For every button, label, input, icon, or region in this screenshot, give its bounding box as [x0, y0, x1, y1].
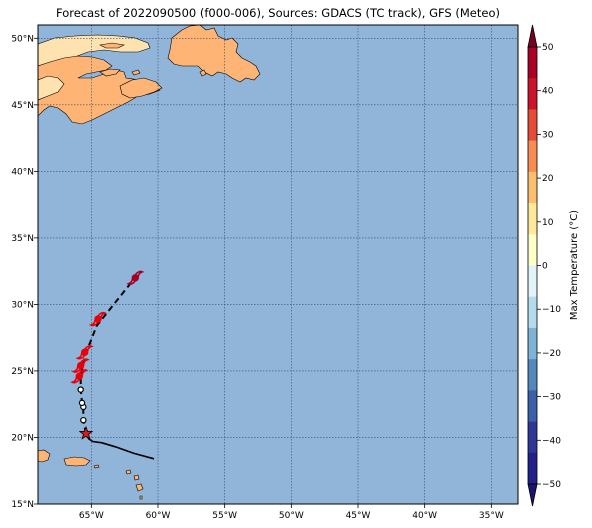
colorbar-tick-label: 0 — [542, 262, 548, 272]
colorbar-tick-label: 10 — [542, 218, 554, 228]
lat-tick-label: 20°N — [11, 433, 34, 443]
colorbar-segment — [528, 109, 537, 141]
colorbar-segment — [528, 140, 537, 173]
land-antigua — [133, 474, 140, 481]
land-cape-breton — [119, 77, 163, 99]
track-point-marker — [78, 399, 86, 407]
lat-axis: 15°N 20°N 25°N 30°N 35°N 40°N 45°N 50°N — [11, 34, 38, 510]
lon-tick-label: 65°W — [79, 511, 104, 521]
lat-tick-label: 45°N — [11, 101, 34, 111]
colorbar-segment — [528, 234, 537, 266]
colorbar: 50 40 30 20 10 0 −10 −20 −30 −40 −50 — [527, 24, 561, 507]
colorbar-segment — [528, 296, 537, 329]
lon-tick-label: 60°W — [146, 511, 171, 521]
colorbar-tick-label: 30 — [542, 130, 554, 140]
land-dominica — [139, 495, 143, 500]
map-title: Forecast of 2022090500 (f000-006), Sourc… — [56, 6, 500, 20]
colorbar-label: Max Temperature (°C) — [569, 210, 580, 320]
lon-tick-label: 55°W — [212, 511, 237, 521]
land-pei — [99, 68, 121, 77]
land-puerto-rico — [63, 456, 91, 467]
colorbar-tick-label: 50 — [542, 43, 554, 53]
land-magdalen — [131, 69, 141, 76]
storm-symbol-icon — [70, 369, 89, 384]
colorbar-tick-label: −30 — [542, 393, 561, 403]
colorbar-tick-label: −10 — [542, 305, 561, 315]
lon-tick-label: 40°W — [412, 511, 437, 521]
colorbar-segment — [528, 47, 537, 79]
lon-tick-label: 35°W — [479, 511, 504, 521]
lon-tick-label: 45°W — [346, 511, 371, 521]
land-anguilla — [125, 469, 132, 475]
lat-tick-label: 50°N — [11, 34, 34, 44]
lat-tick-label: 30°N — [11, 300, 34, 310]
lat-tick-label: 15°N — [11, 500, 34, 510]
lon-tick-label: 50°W — [279, 511, 304, 521]
track-point-marker — [80, 416, 87, 424]
storm-symbol-icon — [71, 358, 90, 373]
tc-track — [70, 270, 155, 460]
forecast-track-line — [79, 278, 135, 434]
past-track-line — [85, 433, 155, 460]
track-point-marker — [77, 386, 84, 393]
colorbar-segment — [528, 327, 537, 360]
colorbar-tick-label: −50 — [542, 480, 561, 490]
colorbar-segment — [528, 171, 537, 204]
colorbar-segment — [528, 359, 537, 391]
colorbar-segment — [528, 265, 537, 298]
landmasses — [38, 25, 261, 500]
land-hispaniola-tip — [38, 449, 51, 463]
land-guadeloupe — [135, 483, 144, 492]
land-anticosti — [99, 42, 125, 49]
current-position-star-icon — [78, 425, 94, 440]
gridlines — [38, 25, 518, 505]
colorbar-segment — [528, 421, 537, 454]
lon-axis: 65°W 60°W 55°W 50°W 45°W 40°W 35°W — [79, 504, 504, 521]
storm-symbol-icon — [126, 270, 145, 285]
colorbar-segment — [528, 203, 537, 235]
colorbar-segment — [528, 452, 537, 485]
colorbar-tick-label: −40 — [542, 436, 561, 446]
colorbar-segment — [528, 390, 537, 422]
lat-tick-label: 25°N — [11, 367, 34, 377]
colorbar-segment — [528, 78, 537, 110]
colorbar-extend-bottom — [527, 483, 538, 507]
land-nova-scotia-cool — [38, 75, 65, 101]
colorbar-tick-label: 20 — [542, 174, 554, 184]
colorbar-extend-top — [527, 24, 538, 48]
storm-symbol-icon — [75, 345, 94, 360]
map-frame — [37, 24, 519, 505]
land-newfoundland — [167, 25, 261, 83]
storm-symbol-icon — [88, 311, 108, 327]
colorbar-tick-label: −20 — [542, 349, 561, 359]
land-st-pierre — [199, 69, 207, 77]
lat-tick-label: 40°N — [11, 167, 34, 177]
lat-tick-label: 35°N — [11, 234, 34, 244]
colorbar-tick-label: 40 — [542, 87, 554, 97]
land-virgin-islands — [93, 464, 100, 469]
